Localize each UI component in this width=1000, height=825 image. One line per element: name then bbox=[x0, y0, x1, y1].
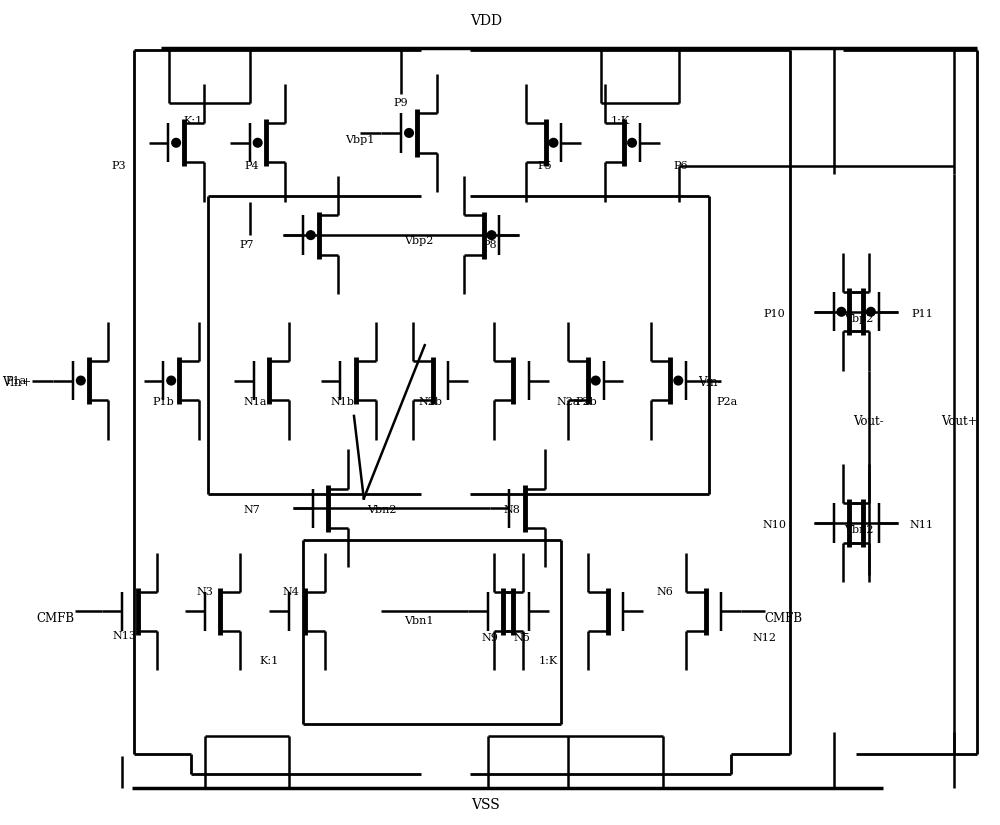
Text: N12: N12 bbox=[753, 633, 777, 643]
Text: P11: P11 bbox=[911, 309, 933, 318]
Text: P1b: P1b bbox=[152, 397, 174, 408]
Circle shape bbox=[167, 376, 176, 385]
Text: 1:K: 1:K bbox=[539, 656, 558, 666]
Text: 1:K: 1:K bbox=[611, 116, 630, 126]
Circle shape bbox=[674, 376, 683, 385]
Circle shape bbox=[487, 231, 496, 239]
Circle shape bbox=[76, 376, 85, 385]
Circle shape bbox=[172, 139, 180, 147]
Text: N1b: N1b bbox=[330, 397, 354, 408]
Text: N5: N5 bbox=[514, 633, 530, 643]
Text: Vbp1: Vbp1 bbox=[345, 134, 375, 145]
Circle shape bbox=[549, 139, 558, 147]
Text: Vin-: Vin- bbox=[698, 376, 721, 389]
Text: Vbn2: Vbn2 bbox=[367, 505, 396, 516]
Text: N4: N4 bbox=[283, 587, 300, 596]
Text: Vbp2: Vbp2 bbox=[844, 314, 874, 323]
Text: Vout+: Vout+ bbox=[941, 415, 978, 428]
Text: P5: P5 bbox=[537, 162, 552, 172]
Text: N13: N13 bbox=[112, 631, 136, 641]
Circle shape bbox=[405, 129, 413, 137]
Text: VSS: VSS bbox=[471, 798, 500, 812]
Text: N7: N7 bbox=[243, 505, 260, 516]
Text: Vbn1: Vbn1 bbox=[404, 616, 434, 626]
Circle shape bbox=[306, 231, 315, 239]
Text: N6: N6 bbox=[656, 587, 673, 596]
Text: K:1: K:1 bbox=[183, 116, 202, 126]
Text: N1a: N1a bbox=[244, 397, 267, 408]
Text: N9: N9 bbox=[481, 633, 498, 643]
Text: P2a: P2a bbox=[717, 397, 738, 408]
Text: Vin+: Vin+ bbox=[2, 376, 32, 389]
Text: Vbn2: Vbn2 bbox=[844, 525, 874, 535]
Circle shape bbox=[591, 376, 600, 385]
Text: Vbp2: Vbp2 bbox=[404, 236, 434, 246]
Circle shape bbox=[867, 308, 875, 316]
Text: P2b: P2b bbox=[575, 397, 597, 408]
Text: P7: P7 bbox=[240, 240, 254, 250]
Text: N8: N8 bbox=[504, 505, 521, 516]
Text: P9: P9 bbox=[394, 98, 408, 108]
Text: N11: N11 bbox=[910, 520, 934, 530]
Text: P3: P3 bbox=[112, 162, 126, 172]
Text: N2a: N2a bbox=[556, 397, 580, 408]
Text: P6: P6 bbox=[674, 162, 689, 172]
Circle shape bbox=[837, 308, 846, 316]
Text: P10: P10 bbox=[764, 309, 785, 318]
Circle shape bbox=[628, 139, 636, 147]
Text: K:1: K:1 bbox=[260, 656, 279, 666]
Text: P4: P4 bbox=[244, 162, 259, 172]
Text: N3: N3 bbox=[196, 587, 213, 596]
Text: CMFB: CMFB bbox=[765, 612, 803, 625]
Text: N10: N10 bbox=[763, 520, 787, 530]
Text: P8: P8 bbox=[482, 240, 497, 250]
Circle shape bbox=[253, 139, 262, 147]
Text: P1a: P1a bbox=[5, 375, 27, 385]
Text: Vout-: Vout- bbox=[854, 415, 884, 428]
Text: N2b: N2b bbox=[419, 397, 443, 408]
Text: VDD: VDD bbox=[470, 14, 502, 28]
Text: CMFB: CMFB bbox=[37, 612, 75, 625]
